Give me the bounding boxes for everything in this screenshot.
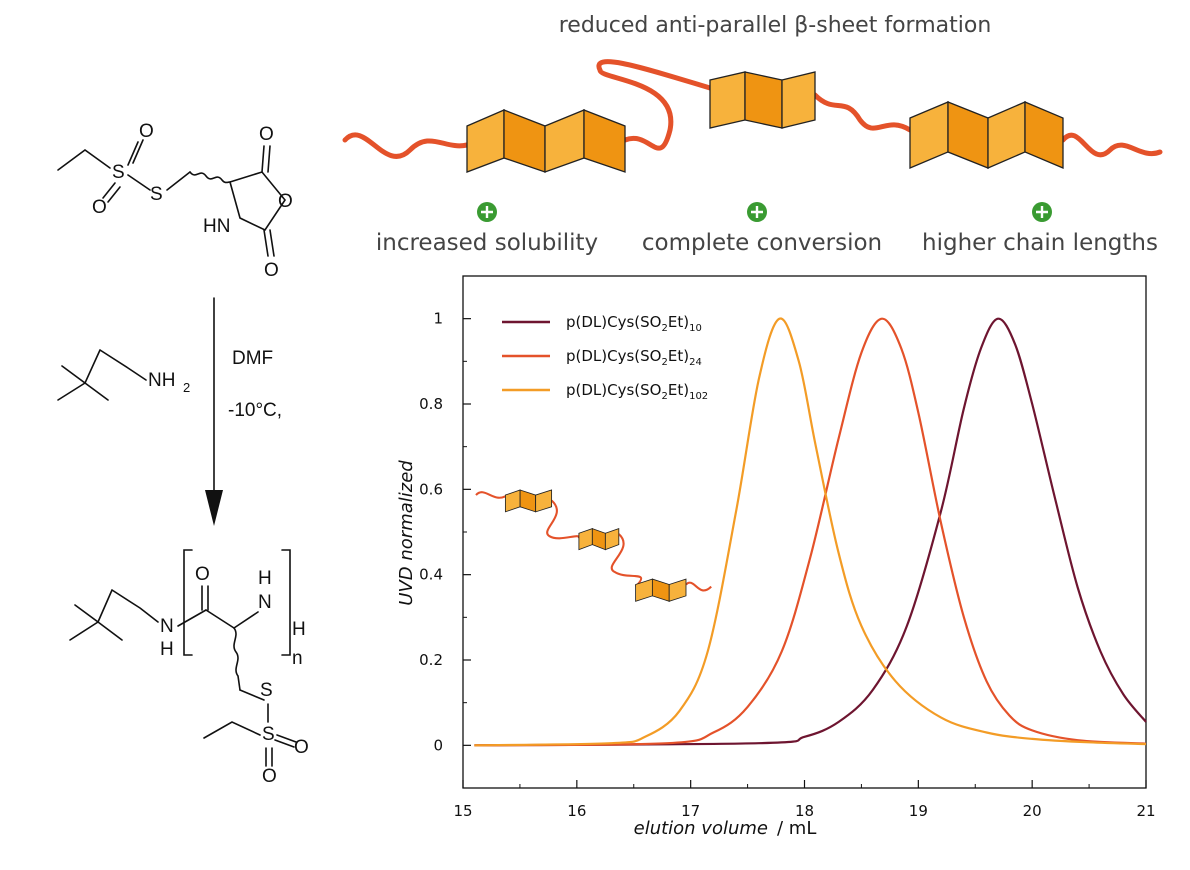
legend: p(DL)Cys(SO2Et)10 p(DL)Cys(SO2Et)24 p(DL)C…	[502, 313, 708, 402]
svg-text:S: S	[112, 162, 125, 183]
benefit-1: increased solubility	[376, 202, 598, 256]
monomer-structure: S S O O O O O HN	[57, 121, 293, 281]
svg-text:NH: NH	[148, 370, 175, 391]
svg-text:S: S	[150, 184, 163, 205]
y-tick-label: 0.6	[419, 480, 443, 498]
x-axis-unit: / mL	[777, 818, 816, 839]
svg-text:H: H	[292, 619, 306, 640]
inset-chain-illustration	[475, 489, 712, 602]
x-axis-label: elution volume	[634, 818, 768, 839]
svg-text:O: O	[278, 191, 293, 212]
x-tick-label: 15	[453, 802, 472, 820]
svg-text:O: O	[262, 766, 277, 787]
svg-text:n: n	[292, 648, 303, 669]
x-axis: 15 16 17 18 19 20 21	[453, 780, 1156, 820]
svg-text:2: 2	[183, 380, 190, 395]
y-tick-label: 0.2	[419, 651, 443, 669]
initiator-structure: NH 2	[57, 349, 190, 401]
series-lines	[474, 317, 1147, 747]
series-line-24	[474, 317, 1147, 747]
series-line-10	[474, 317, 1147, 747]
conditions-text: -10°C,	[228, 400, 282, 421]
y-tick-label: 0	[433, 736, 443, 754]
svg-text:N: N	[258, 592, 272, 613]
reaction-scheme: S S O O O O O HN DMF -10°C, NH 2	[57, 121, 309, 787]
beta-sheet-2	[709, 71, 816, 129]
beta-sheet-3	[909, 101, 1064, 169]
benefit-label: higher chain lengths	[922, 230, 1158, 256]
svg-text:N: N	[160, 616, 174, 637]
y-axis: 0 0.2 0.4 0.6 0.8 1	[419, 310, 471, 754]
benefit-2: complete conversion	[642, 202, 882, 256]
x-tick-label: 20	[1023, 802, 1042, 820]
svg-text:O: O	[92, 197, 107, 218]
polymer-structure: N H O H N H n S S O O	[69, 549, 309, 787]
svg-text:HN: HN	[203, 216, 230, 237]
series-line-102	[474, 317, 1147, 747]
svg-text:H: H	[160, 639, 174, 660]
arrowhead	[205, 490, 223, 526]
svg-text:O: O	[259, 124, 274, 145]
benefit-3: higher chain lengths	[922, 202, 1158, 256]
legend-entry: p(DL)Cys(SO2Et)24	[566, 347, 702, 368]
reagent-text: DMF	[232, 348, 273, 369]
y-tick-label: 0.8	[419, 395, 443, 413]
legend-entry: p(DL)Cys(SO2Et)102	[566, 381, 708, 402]
x-tick-label: 16	[567, 802, 586, 820]
chart: 15 16 17 18 19 20 21 0 0.2 0.4 0.6 0.8 1 p(DL)Cys(S…	[396, 275, 1156, 839]
beta-sheet-1	[466, 109, 626, 173]
legend-entry: p(DL)Cys(SO2Et)10	[566, 313, 702, 334]
benefit-label: complete conversion	[642, 230, 882, 256]
x-tick-label: 19	[909, 802, 928, 820]
benefit-label: increased solubility	[376, 230, 598, 256]
svg-text:O: O	[294, 737, 309, 758]
svg-text:S: S	[260, 680, 273, 701]
headline-text: reduced anti-parallel β-sheet formation	[559, 13, 992, 38]
y-tick-label: 1	[433, 310, 443, 328]
peptide-chain-illustration	[342, 59, 1163, 173]
x-tick-label: 17	[681, 802, 700, 820]
svg-text:O: O	[139, 121, 154, 142]
y-tick-label: 0.4	[419, 566, 443, 584]
y-axis-label: UVD normalized	[396, 460, 417, 606]
svg-text:O: O	[264, 260, 279, 281]
svg-text:S: S	[262, 724, 275, 745]
x-tick-label: 21	[1136, 802, 1155, 820]
chain-strand	[342, 59, 1163, 159]
svg-text:O: O	[195, 564, 210, 585]
svg-text:H: H	[258, 568, 272, 589]
x-tick-label: 18	[795, 802, 814, 820]
